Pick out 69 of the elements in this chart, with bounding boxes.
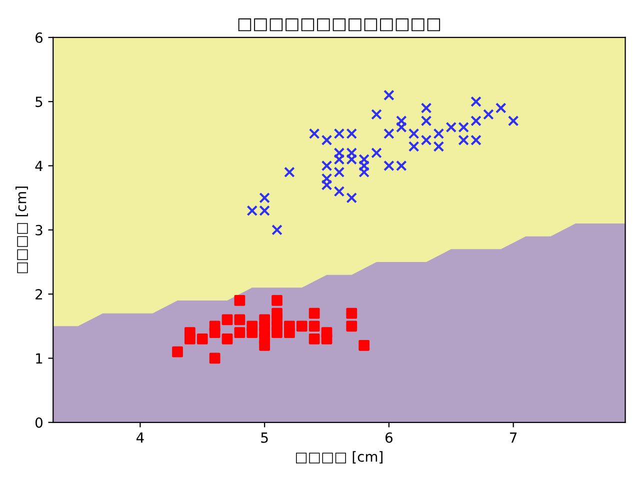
point <box>209 327 220 338</box>
point <box>284 166 295 178</box>
point <box>420 134 432 146</box>
point <box>196 334 208 344</box>
point <box>408 141 420 152</box>
x-tick-label: 6 <box>386 432 392 443</box>
point <box>346 320 358 332</box>
point <box>222 314 233 326</box>
point <box>259 334 270 344</box>
x-tick-label: 7 <box>510 432 517 443</box>
point <box>508 115 519 126</box>
x-axis-title: □□□□ [cm] <box>296 451 382 464</box>
point <box>272 224 282 236</box>
x-tick-label: 5 <box>261 432 268 443</box>
point <box>470 96 482 108</box>
point <box>284 327 295 338</box>
point <box>420 115 432 126</box>
point <box>234 295 246 306</box>
point <box>308 320 320 332</box>
point <box>259 192 270 204</box>
point <box>396 115 407 126</box>
point <box>222 334 233 344</box>
point <box>384 90 394 101</box>
point <box>308 308 320 319</box>
point <box>321 173 332 184</box>
point <box>184 334 196 344</box>
y-tick-label: 3 <box>36 224 42 236</box>
point <box>272 295 282 306</box>
point <box>346 308 358 319</box>
point <box>371 147 382 158</box>
point <box>321 134 332 146</box>
point <box>334 186 345 197</box>
y-tick-label: 4 <box>35 160 43 172</box>
point <box>358 340 370 351</box>
point <box>396 122 407 133</box>
point <box>234 314 246 326</box>
point <box>321 160 332 172</box>
point <box>420 102 432 114</box>
point <box>495 102 506 114</box>
y-tick-label: 6 <box>36 32 43 43</box>
y-tick-label: 1 <box>36 353 42 364</box>
y-tick-label: 5 <box>36 96 42 108</box>
point <box>334 166 345 178</box>
point <box>308 128 320 140</box>
point <box>172 346 183 358</box>
point <box>433 141 444 152</box>
point <box>470 115 482 126</box>
point <box>433 128 444 140</box>
point <box>209 352 220 364</box>
point <box>408 128 420 140</box>
point <box>234 327 246 338</box>
point <box>246 320 258 332</box>
point <box>259 314 270 326</box>
point <box>358 160 370 172</box>
chart-title: □□□□□□□□□□□□□ <box>238 18 440 32</box>
x-tick-label: 4 <box>136 432 144 443</box>
point <box>321 334 332 344</box>
point <box>483 108 494 120</box>
point <box>308 334 320 344</box>
point <box>371 108 382 120</box>
y-tick-label: 0 <box>35 417 42 428</box>
point <box>384 128 394 140</box>
point <box>296 320 308 332</box>
point <box>358 166 370 178</box>
point <box>321 180 332 190</box>
y-tick-label: 2 <box>36 289 42 300</box>
y-axis-title: □□□□ [cm] <box>16 186 28 274</box>
point <box>346 192 358 204</box>
point <box>272 314 282 326</box>
